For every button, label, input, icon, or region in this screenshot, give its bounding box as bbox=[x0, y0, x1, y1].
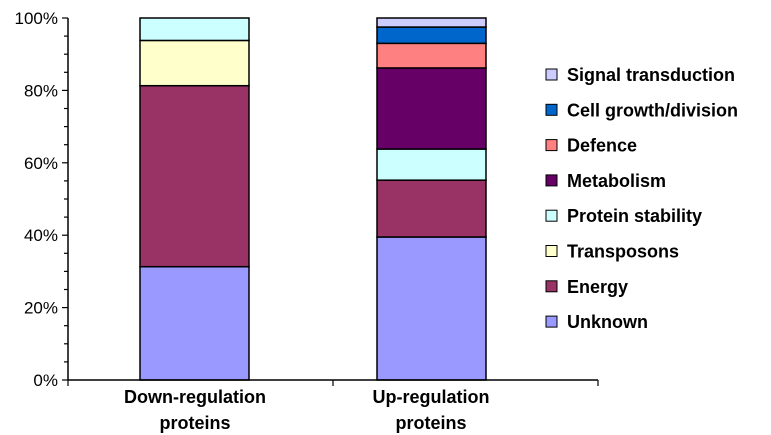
legend-swatch bbox=[546, 140, 557, 151]
bar-segment-0-2 bbox=[140, 40, 249, 85]
legend-label: Energy bbox=[567, 277, 628, 297]
legend-swatch bbox=[546, 104, 557, 115]
bar-segment-1-3 bbox=[377, 149, 486, 180]
bar-segment-1-5 bbox=[377, 43, 486, 68]
bar-segment-0-3 bbox=[140, 18, 249, 40]
legend-label: Defence bbox=[567, 136, 637, 156]
legend-label: Cell growth/division bbox=[567, 100, 738, 120]
legend-swatch bbox=[546, 246, 557, 257]
y-tick-labels: 0% 20% 40% 60% 80% 100% bbox=[15, 9, 58, 390]
y-tick-label: 80% bbox=[24, 81, 58, 100]
legend-swatch bbox=[546, 175, 557, 186]
legend-label: Unknown bbox=[567, 312, 648, 332]
bar-segment-1-4 bbox=[377, 68, 486, 149]
legend-swatch bbox=[546, 210, 557, 221]
legend-label: Protein stability bbox=[567, 206, 702, 226]
bar-segment-1-6 bbox=[377, 27, 486, 43]
y-tick-label: 60% bbox=[24, 154, 58, 173]
legend-swatch bbox=[546, 316, 557, 327]
legend-label: Transposons bbox=[567, 242, 679, 262]
x-category-label: Down-regulation proteins bbox=[124, 387, 266, 433]
y-tick-label: 100% bbox=[15, 9, 58, 28]
x-category-label: Up-regulation proteins bbox=[373, 387, 490, 433]
y-tick-label: 20% bbox=[24, 299, 58, 318]
x-category-labels: Down-regulation proteins Up-regulation prot… bbox=[124, 387, 490, 433]
legend-label: Metabolism bbox=[567, 171, 666, 191]
y-tick-label: 40% bbox=[24, 226, 58, 245]
legend-swatch bbox=[546, 69, 557, 80]
bar-segment-1-7 bbox=[377, 18, 486, 27]
legend-swatch bbox=[546, 281, 557, 292]
legend-label: Signal transduction bbox=[567, 65, 735, 85]
bars-group bbox=[140, 18, 486, 380]
bar-segment-0-1 bbox=[140, 86, 249, 267]
y-tick-label: 0% bbox=[33, 371, 58, 390]
bar-segment-1-1 bbox=[377, 180, 486, 237]
bar-segment-0-0 bbox=[140, 267, 249, 380]
bar-segment-1-0 bbox=[377, 237, 486, 380]
legend: Signal transduction Cell growth/division D… bbox=[546, 65, 738, 332]
